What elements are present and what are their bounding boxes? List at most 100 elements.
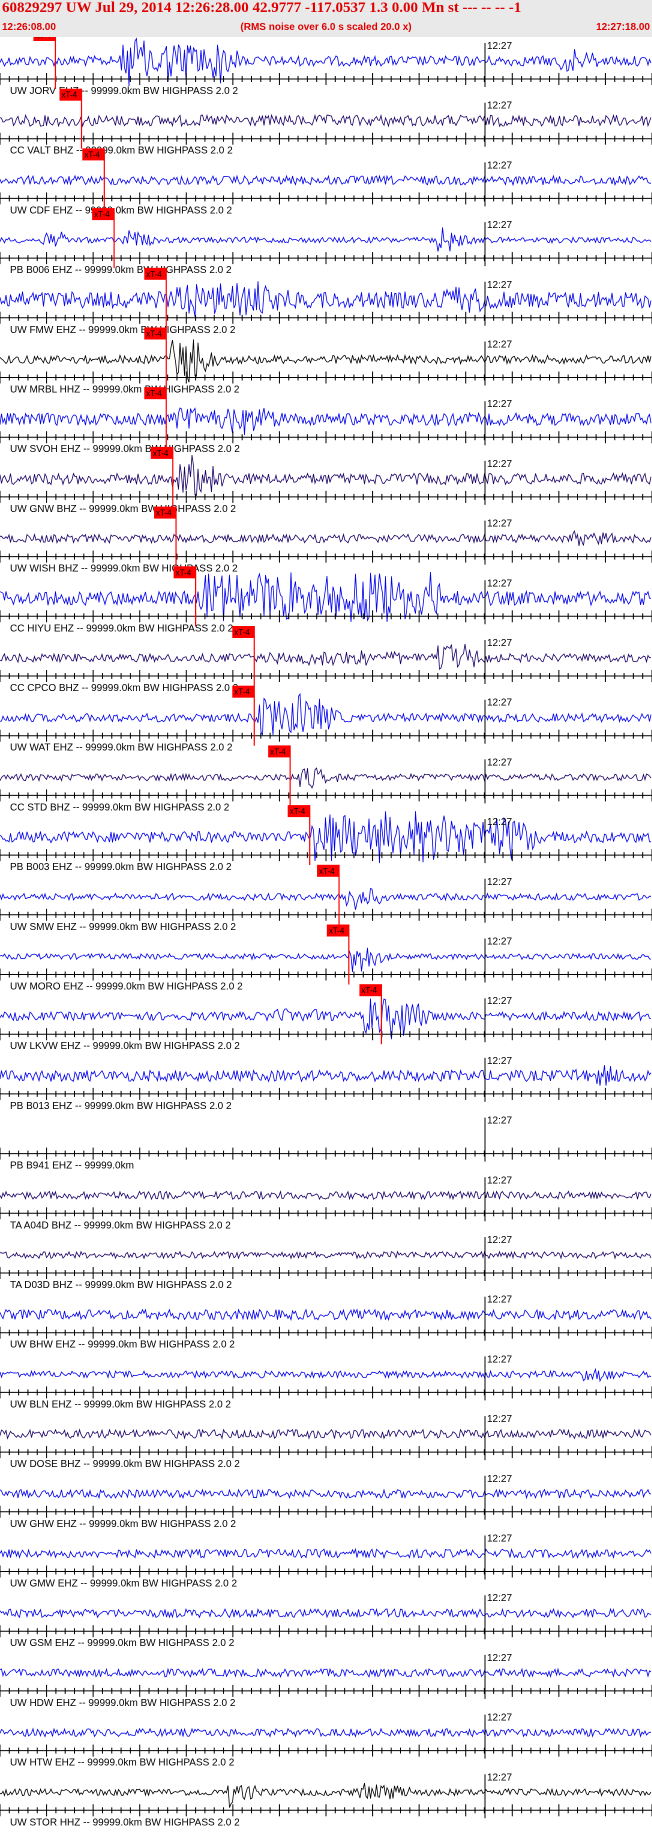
minute-label: 12:27 xyxy=(487,340,512,351)
minute-label: 12:27 xyxy=(487,1474,512,1485)
waveform-trace xyxy=(0,1367,652,1383)
trace-panel: 12:27 UW SVOH EHZ -- 99999.0km BW HIGHPAS… xyxy=(0,387,652,455)
scaling-note: (RMS noise over 6.0 s scaled 20.0 x) xyxy=(240,22,412,33)
station-label: UW HTW EHZ -- 99999.0km BW HIGHPASS 2.0 … xyxy=(10,1758,235,1769)
minute-label: 12:27 xyxy=(487,101,512,112)
minute-label: 12:27 xyxy=(487,1772,512,1783)
waveform-trace xyxy=(0,407,652,436)
minute-label: 12:27 xyxy=(487,1713,512,1724)
trace-panel: 12:27 UW HTW EHZ -- 99999.0km BW HIGHPASS… xyxy=(0,1713,652,1769)
trace-panel: 12:27 CC VALT BHZ -- 99999.0km BW HIGHPAS… xyxy=(0,88,652,157)
station-label: PB B003 EHZ -- 99999.0km BW HIGHPASS 2.0… xyxy=(10,862,232,873)
minute-label: 12:27 xyxy=(487,160,512,171)
station-label: UW GMW EHZ -- 99999.0km BW HIGHPASS 2.0 … xyxy=(10,1579,238,1590)
trace-panel: 12:27 UW LKVW EHZ -- 99999.0km BW HIGHPAS… xyxy=(0,984,652,1052)
trace-panel: 12:27 UW CDF EHZ -- 99999.0km BW HIGHPASS… xyxy=(0,148,652,216)
pick-label: xT-4 xyxy=(84,150,100,159)
minute-label: 12:27 xyxy=(487,1116,512,1127)
pick-flag xyxy=(144,267,167,280)
start-time-label: 12:26:08.00 xyxy=(2,22,56,33)
trace-panel: 12:27 UW DOSE BHZ -- 99999.0km BW HIGHPAS… xyxy=(0,1414,652,1470)
waveform-trace xyxy=(0,227,652,252)
trace-panel: 12:27 UW FMW EHZ -- 99999.0km BW HIGHPASS… xyxy=(0,267,652,336)
pick-label: xT-4 xyxy=(156,509,172,518)
station-label: UW WAT EHZ -- 99999.0km BW HIGHPASS 2.0 … xyxy=(10,743,233,754)
station-label: PB B013 EHZ -- 99999.0km BW HIGHPASS 2.0… xyxy=(10,1101,232,1112)
minute-label: 12:27 xyxy=(487,937,512,948)
station-label: UW SMW EHZ -- 99999.0km BW HIGHPASS 2.0 … xyxy=(10,922,236,933)
waveform-trace xyxy=(0,887,652,910)
waveform-trace xyxy=(0,1190,652,1201)
station-label: PB B941 EHZ -- 99999.0km xyxy=(10,1161,134,1172)
trace-panel: 12:27 UW JORV EHZ -- 99999.0km BW HIGHPAS… xyxy=(0,37,652,97)
pick-flag xyxy=(268,745,291,758)
waveform-trace xyxy=(0,1607,652,1619)
minute-label: 12:27 xyxy=(487,578,512,589)
minute-label: 12:27 xyxy=(487,1593,512,1604)
minute-label: 12:27 xyxy=(487,1056,512,1067)
minute-label: 12:27 xyxy=(487,1175,512,1186)
trace-panel: 12:27 TA A04D BHZ -- 99999.0km BW HIGHPAS… xyxy=(0,1175,652,1231)
waveform-trace xyxy=(0,454,652,496)
waveform-trace xyxy=(0,1782,652,1808)
minute-label: 12:27 xyxy=(487,817,512,828)
pick-flag xyxy=(359,984,382,997)
waveform-trace xyxy=(0,998,652,1040)
station-label: TA D03D BHZ -- 99999.0km BW HIGHPASS 2.0… xyxy=(10,1280,232,1291)
pick-flag xyxy=(232,626,255,638)
trace-panel: 12:27 UW BLN EHZ -- 99999.0km BW HIGHPASS… xyxy=(0,1354,652,1410)
pick-label: xT-4 xyxy=(62,91,78,100)
station-label: TA A04D BHZ -- 99999.0km BW HIGHPASS 2.0… xyxy=(10,1220,231,1231)
pick-label: xT-4 xyxy=(290,807,306,816)
minute-label: 12:27 xyxy=(487,220,512,231)
minute-label: 12:27 xyxy=(487,698,512,709)
pick-label: xT-4 xyxy=(270,747,286,756)
minute-label: 12:27 xyxy=(487,638,512,649)
waveform-trace xyxy=(0,529,652,546)
pick-flag xyxy=(82,148,105,161)
pick-label: xT-4 xyxy=(146,270,162,279)
trace-panel: 12:27 TA D03D BHZ -- 99999.0km BW HIGHPAS… xyxy=(0,1235,652,1291)
station-label: UW MRBL HHZ -- 99999.0km BW HIGHPASS 2.0… xyxy=(10,385,240,396)
trace-panel: 12:27 UW STOR HHZ -- 99999.0km BW HIGHPAS… xyxy=(0,1772,652,1828)
trace-panel: 12:27 CC CPCO BHZ -- 99999.0km BW HIGHPAS… xyxy=(0,626,652,694)
station-label: PB B006 EHZ -- 99999.0km BW HIGHPASS 2.0… xyxy=(10,265,232,276)
trace-panel: 12:27 PB B941 EHZ -- 99999.0km xyxy=(0,1116,652,1172)
minute-label: 12:27 xyxy=(487,459,512,470)
waveform-trace xyxy=(0,692,652,736)
trace-panel: 12:27 UW MORO EHZ -- 99999.0km BW HIGHPAS… xyxy=(0,924,652,993)
minute-label: 12:27 xyxy=(487,996,512,1007)
station-label: CC HIYU EHZ -- 99999.0km BW HIGHPASS 2.0… xyxy=(10,623,234,634)
trace-panel: 12:27 PB B006 EHZ -- 99999.0km BW HIGHPAS… xyxy=(0,208,652,276)
pick-flag xyxy=(287,805,310,818)
seismogram-plot: 12:27 UW JORV EHZ -- 99999.0km BW HIGHPAS… xyxy=(0,37,652,1828)
trace-panel: 12:27 UW WISH BHZ -- 99999.0km BW HIGHPAS… xyxy=(0,506,652,575)
station-label: CC VALT BHZ -- 99999.0km BW HIGHPASS 2.0… xyxy=(10,146,233,157)
pick-label: xT-4 xyxy=(176,568,192,577)
waveform-trace xyxy=(0,1547,652,1560)
pick-label: xT-4 xyxy=(146,389,162,398)
minute-label: 12:27 xyxy=(487,877,512,888)
pick-flag xyxy=(317,864,340,877)
pick-label: xT-4 xyxy=(146,330,162,339)
trace-panel: 12:27 CC STD BHZ -- 99999.0km BW HIGHPASS… xyxy=(0,745,652,813)
station-label: UW BLN EHZ -- 99999.0km BW HIGHPASS 2.0 … xyxy=(10,1399,231,1410)
station-label: UW STOR HHZ -- 99999.0km BW HIGHPASS 2.0… xyxy=(10,1817,240,1828)
pick-label: xT-4 xyxy=(35,37,51,40)
pick-label: xT-4 xyxy=(234,688,250,697)
station-label: CC STD BHZ -- 99999.0km BW HIGHPASS 2.0 … xyxy=(10,802,230,813)
minute-label: 12:27 xyxy=(487,1653,512,1664)
trace-panel: 12:27 UW GMW EHZ -- 99999.0km BW HIGHPASS… xyxy=(0,1534,652,1590)
waveform-trace xyxy=(0,571,652,622)
trace-panel: 12:27 UW SMW EHZ -- 99999.0km BW HIGHPASS… xyxy=(0,864,652,933)
pick-label: xT-4 xyxy=(329,927,345,936)
station-label: UW FMW EHZ -- 99999.0km BW HIGHPASS 2.0 … xyxy=(10,325,236,336)
waveform-trace xyxy=(0,1727,652,1738)
pick-label: xT-4 xyxy=(234,628,250,637)
minute-label: 12:27 xyxy=(487,519,512,530)
station-label: UW GSM EHZ -- 99999.0km BW HIGHPASS 2.0 … xyxy=(10,1638,235,1649)
waveform-trace xyxy=(0,811,652,864)
minute-label: 12:27 xyxy=(487,399,512,410)
minute-label: 12:27 xyxy=(487,41,512,52)
minute-label: 12:27 xyxy=(487,280,512,291)
